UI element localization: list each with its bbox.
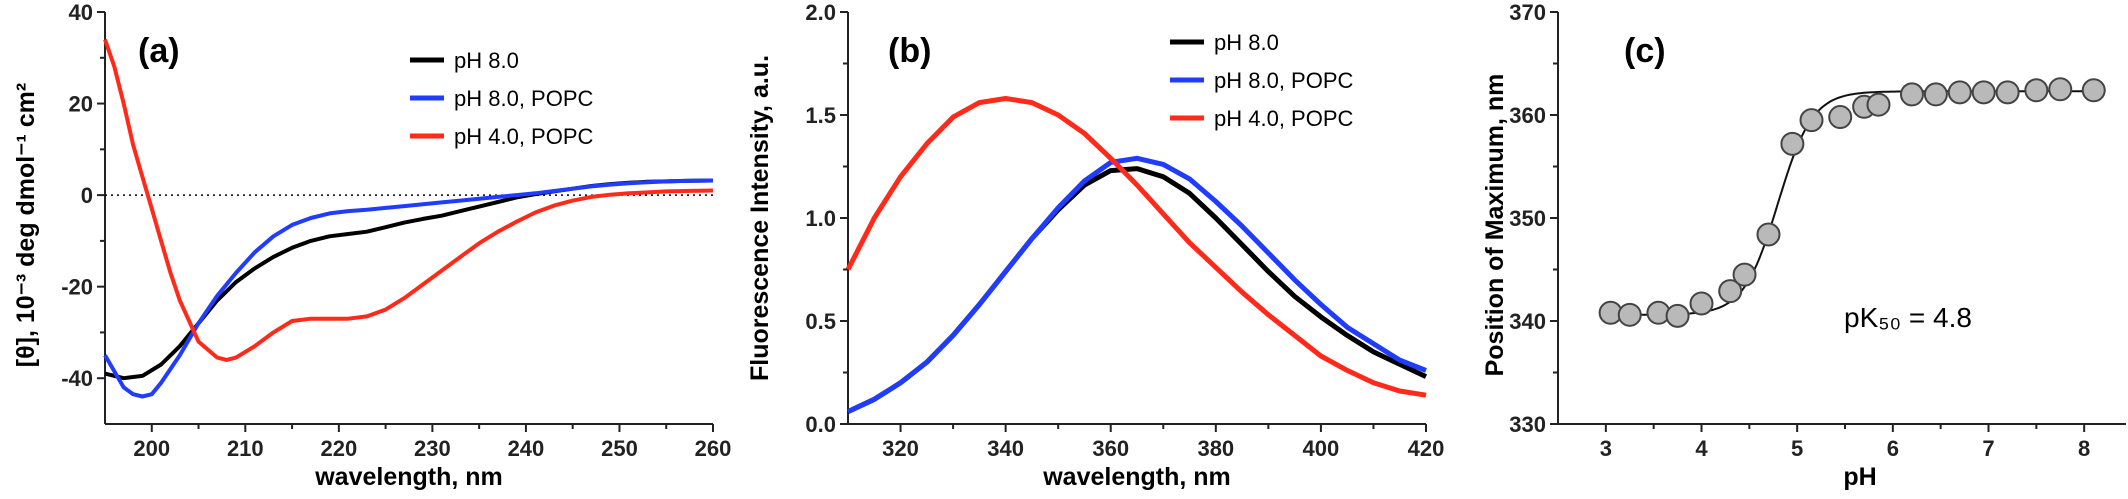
data-point-c bbox=[1780, 131, 1805, 156]
x-axis-label-c: pH bbox=[1843, 463, 1876, 491]
data-point-c bbox=[1947, 80, 1972, 105]
x-tick-label-a: 240 bbox=[508, 436, 545, 461]
panel-a: (a) wavelength, nm [θ], 10⁻³ deg dmol⁻¹ … bbox=[12, 0, 731, 491]
x-tick-label-c: 4 bbox=[1695, 436, 1708, 461]
y-tick-label-b: 1.5 bbox=[805, 103, 836, 128]
x-axis-label-b: wavelength, nm bbox=[1042, 463, 1231, 491]
data-point-c bbox=[1756, 222, 1781, 247]
data-point-c bbox=[1718, 279, 1743, 304]
data-point-c bbox=[1799, 108, 1824, 133]
x-tick-label-b: 320 bbox=[882, 436, 919, 461]
data-point-c bbox=[2024, 78, 2049, 103]
x-tick-label-b: 420 bbox=[1408, 436, 1445, 461]
x-tick-label-a: 230 bbox=[414, 436, 451, 461]
panel-label-b: (b) bbox=[888, 32, 931, 70]
y-tick-label-c: 360 bbox=[1509, 103, 1546, 128]
x-tick-label-a: 220 bbox=[320, 436, 357, 461]
data-point-c bbox=[1866, 92, 1891, 117]
data-point-c bbox=[1971, 80, 1996, 105]
x-tick-label-a: 260 bbox=[695, 436, 732, 461]
y-tick-label-c: 370 bbox=[1509, 0, 1546, 25]
x-tick-label-c: 6 bbox=[1887, 436, 1899, 461]
legend-entry-b: pH 4.0, POPC bbox=[1214, 106, 1354, 131]
panel-c: (c) pH Position of Maximum, nm pK₅₀ = 4.… bbox=[1481, 0, 2126, 491]
x-tick-label-a: 200 bbox=[133, 436, 170, 461]
legend-entry-b: pH 8.0, POPC bbox=[1214, 68, 1354, 93]
y-axis-label-b: Fluorescence Intensity, a.u. bbox=[746, 55, 774, 381]
data-point-c bbox=[1923, 82, 1948, 107]
x-tick-label-b: 340 bbox=[987, 436, 1024, 461]
data-point-c bbox=[2048, 77, 2073, 102]
series-line-a bbox=[104, 178, 714, 381]
y-tick-label-c: 330 bbox=[1509, 412, 1546, 437]
series-line-a bbox=[103, 178, 714, 399]
legend-entry-b: pH 8.0 bbox=[1214, 30, 1279, 55]
data-point-c bbox=[1617, 302, 1642, 327]
data-point-c bbox=[1828, 105, 1853, 130]
y-tick-label-c: 340 bbox=[1509, 309, 1546, 334]
legend-entry-a: pH 8.0 bbox=[454, 48, 519, 73]
x-tick-label-b: 400 bbox=[1303, 436, 1340, 461]
y-tick-label-a: -40 bbox=[61, 366, 93, 391]
x-tick-label-c: 3 bbox=[1600, 436, 1612, 461]
x-tick-label-c: 5 bbox=[1791, 436, 1803, 461]
panel-b: (b) wavelength, nm Fluorescence Intensit… bbox=[746, 0, 1444, 491]
series-line-b bbox=[846, 155, 1427, 414]
y-tick-label-b: 0.0 bbox=[805, 412, 836, 437]
data-point-c bbox=[1995, 80, 2020, 105]
y-axis-label-c: Position of Maximum, nm bbox=[1481, 74, 1509, 377]
y-tick-label-a: -20 bbox=[61, 275, 93, 300]
x-axis-label-a: wavelength, nm bbox=[314, 463, 503, 491]
y-tick-label-a: 40 bbox=[69, 0, 93, 25]
legend-entry-a: pH 8.0, POPC bbox=[454, 86, 594, 111]
fit-curve bbox=[1605, 90, 2098, 316]
series-line-b bbox=[845, 96, 1427, 398]
y-tick-label-a: 0 bbox=[81, 183, 93, 208]
panel-label-c: (c) bbox=[1624, 32, 1666, 70]
y-tick-label-b: 0.5 bbox=[805, 309, 836, 334]
y-tick-label-b: 2.0 bbox=[805, 0, 836, 25]
panel-label-a: (a) bbox=[138, 32, 180, 70]
data-point-c bbox=[1665, 303, 1690, 328]
x-tick-label-c: 7 bbox=[1982, 436, 1994, 461]
x-tick-label-a: 210 bbox=[227, 436, 264, 461]
pk50-annotation: pK₅₀ = 4.8 bbox=[1844, 302, 1972, 333]
y-tick-label-c: 350 bbox=[1509, 206, 1546, 231]
series-line-a bbox=[103, 38, 714, 362]
data-point-c bbox=[1899, 82, 1924, 107]
x-tick-label-b: 380 bbox=[1197, 436, 1234, 461]
y-tick-label-a: 20 bbox=[69, 92, 93, 117]
y-axis-label-a: [θ], 10⁻³ deg dmol⁻¹ cm² bbox=[12, 83, 40, 367]
series-line-b bbox=[846, 166, 1428, 414]
y-tick-label-b: 1.0 bbox=[805, 206, 836, 231]
data-point-c bbox=[1689, 291, 1714, 316]
x-tick-label-a: 250 bbox=[601, 436, 638, 461]
x-tick-label-b: 360 bbox=[1092, 436, 1129, 461]
x-tick-label-c: 8 bbox=[2078, 436, 2090, 461]
data-point-c bbox=[1732, 262, 1757, 287]
data-point-c bbox=[2081, 78, 2106, 103]
legend-entry-a: pH 4.0, POPC bbox=[454, 124, 594, 149]
